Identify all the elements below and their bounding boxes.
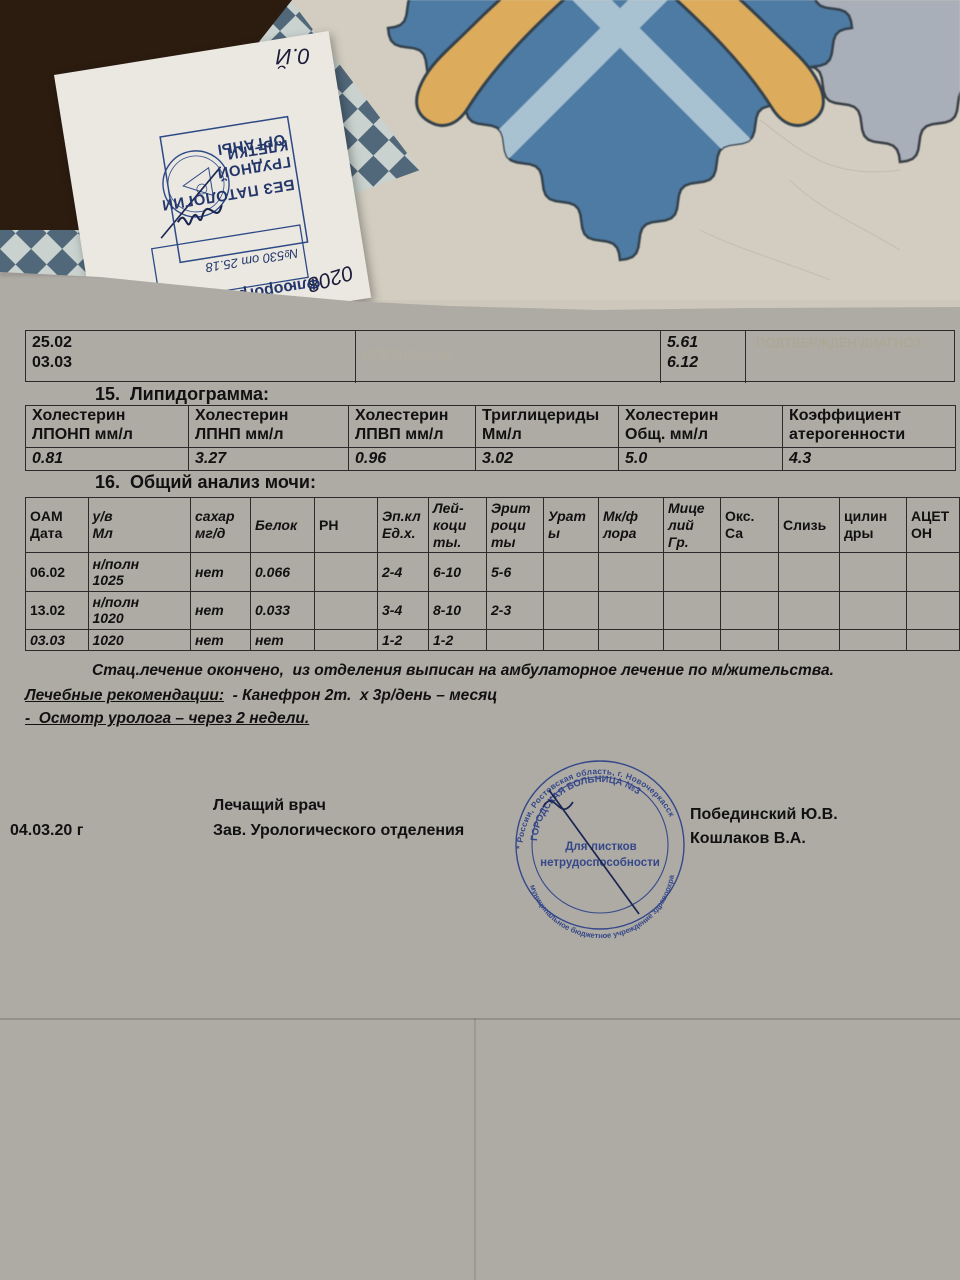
- svg-text:нетрудоспособности: нетрудоспособности: [540, 857, 660, 869]
- svg-text:Для листков: Для листков: [565, 841, 637, 853]
- svg-text:ГОРОДСКАЯ БОЛЬНИЦА №3: ГОРОДСКАЯ БОЛЬНИЦА №3: [529, 774, 642, 841]
